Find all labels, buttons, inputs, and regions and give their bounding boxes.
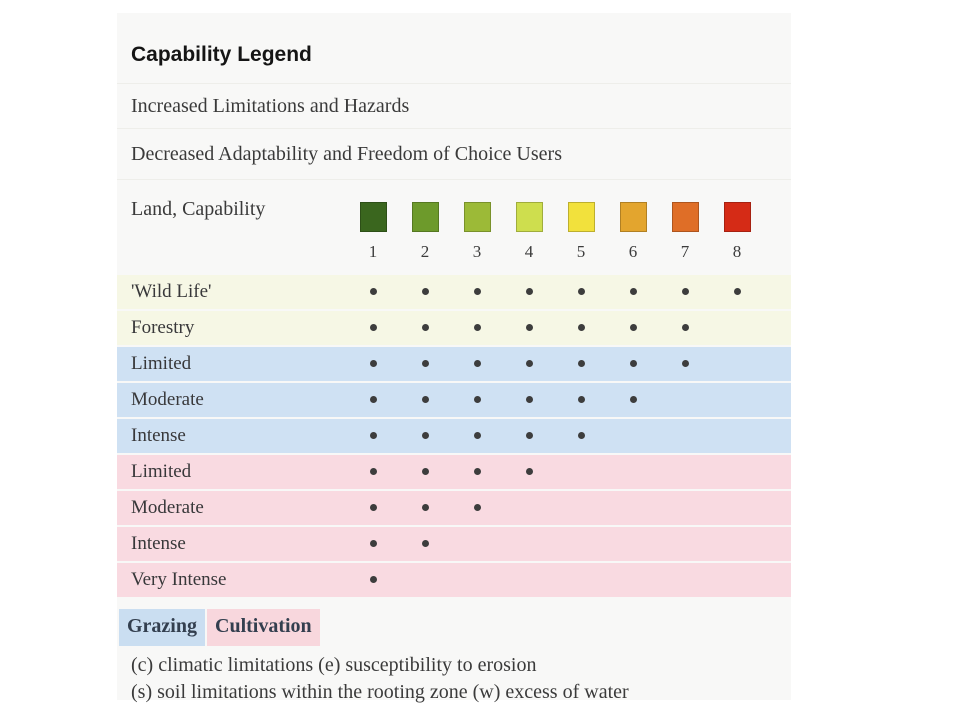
table-row: Moderate — [117, 491, 791, 525]
row-label: 'Wild Life' — [131, 281, 212, 302]
capability-dot — [681, 288, 689, 295]
row-label: Intense — [131, 533, 186, 554]
capability-dot — [421, 432, 429, 439]
footnotes: (c) climatic limitations (e) susceptibil… — [117, 646, 791, 706]
capability-dot — [525, 360, 533, 367]
row-label: Moderate — [131, 497, 204, 518]
capability-dot — [421, 504, 429, 511]
class-number-label: 7 — [680, 242, 690, 261]
capability-dot — [577, 432, 585, 439]
capability-dot — [577, 360, 585, 367]
page-title: Capability Legend — [117, 13, 791, 84]
capability-dot — [369, 468, 377, 475]
capability-dot — [525, 396, 533, 403]
capability-dot — [629, 288, 637, 295]
group-legend: Grazing Cultivation — [117, 609, 791, 646]
class-number-label: 2 — [420, 242, 430, 261]
capability-dot — [525, 468, 533, 475]
capability-dot — [369, 288, 377, 295]
capability-scale-row: Land, Capability 1 2 3 4 5 6 7 8 — [117, 180, 791, 275]
capability-dot — [525, 324, 533, 331]
class-color-swatch — [723, 202, 751, 232]
class-color-swatch — [411, 202, 439, 232]
subtitle-increased-limitations: Increased Limitations and Hazards — [117, 84, 791, 129]
table-row: Intense — [117, 527, 791, 561]
capability-class-column: 6 — [607, 202, 659, 262]
class-number-label: 1 — [368, 242, 378, 261]
table-row: Intense — [117, 419, 791, 453]
class-color-swatch — [463, 202, 491, 232]
capability-dot — [681, 360, 689, 367]
table-row: 'Wild Life' — [117, 275, 791, 309]
capability-dot — [473, 504, 481, 511]
capability-dot — [421, 288, 429, 295]
capability-dot — [733, 288, 741, 295]
cultivation-legend-badge: Cultivation — [207, 609, 320, 646]
capability-class-column: 8 — [711, 202, 763, 262]
capability-dot — [629, 324, 637, 331]
capability-class-column: 4 — [503, 202, 555, 262]
capability-class-column: 3 — [451, 202, 503, 262]
capability-dot — [473, 468, 481, 475]
capability-dot — [369, 396, 377, 403]
capability-dot — [421, 540, 429, 547]
capability-legend-panel: Capability Legend Increased Limitations … — [117, 13, 791, 703]
capability-dot — [421, 324, 429, 331]
capability-dot — [421, 396, 429, 403]
capability-class-column: 2 — [399, 202, 451, 262]
grazing-legend-badge: Grazing — [119, 609, 205, 646]
capability-dot — [629, 360, 637, 367]
class-number-label: 5 — [576, 242, 586, 261]
capability-dot — [473, 288, 481, 295]
capability-dot — [421, 468, 429, 475]
capability-dot — [577, 288, 585, 295]
table-row: Moderate — [117, 383, 791, 417]
class-number-label: 4 — [524, 242, 534, 261]
row-label: Limited — [131, 461, 192, 482]
capability-dot — [577, 324, 585, 331]
capability-dot — [369, 504, 377, 511]
table-row: Limited — [117, 455, 791, 489]
capability-dot — [369, 324, 377, 331]
capability-class-column: 5 — [555, 202, 607, 262]
capability-dot — [421, 360, 429, 367]
class-color-swatch — [567, 202, 595, 232]
capability-dot — [369, 432, 377, 439]
class-number-label: 8 — [732, 242, 742, 261]
scale-label: Land, Capability — [131, 198, 266, 220]
capability-class-column: 7 — [659, 202, 711, 262]
class-color-swatch — [515, 202, 543, 232]
row-label: Intense — [131, 425, 186, 446]
capability-dot — [369, 540, 377, 547]
capability-dot — [681, 324, 689, 331]
capability-dot — [473, 324, 481, 331]
capability-dot — [525, 432, 533, 439]
capability-dot — [577, 396, 585, 403]
class-color-swatch — [671, 202, 699, 232]
table-row: Forestry — [117, 311, 791, 345]
capability-class-column: 1 — [347, 202, 399, 262]
capability-dot — [629, 396, 637, 403]
capability-dot — [525, 288, 533, 295]
capability-dot — [473, 360, 481, 367]
table-row: Very Intense — [117, 563, 791, 597]
capability-dot — [369, 576, 377, 583]
capability-dot — [473, 432, 481, 439]
capability-table: 'Wild Life' Forestry Limited Moderate Intens… — [117, 275, 791, 597]
row-label: Moderate — [131, 389, 204, 410]
class-color-swatch — [359, 202, 387, 232]
row-label: Very Intense — [131, 569, 227, 590]
footnote-line: (c) climatic limitations (e) susceptibil… — [131, 654, 537, 676]
row-label: Limited — [131, 353, 192, 374]
capability-dot — [473, 396, 481, 403]
capability-dot — [369, 360, 377, 367]
table-row: Limited — [117, 347, 791, 381]
footnote-line: (s) soil limitations within the rooting … — [131, 681, 629, 703]
class-number-label: 6 — [628, 242, 638, 261]
subtitle-decreased-adaptability: Decreased Adaptability and Freedom of Ch… — [117, 129, 791, 180]
class-color-swatch — [619, 202, 647, 232]
row-label: Forestry — [131, 317, 195, 338]
class-number-label: 3 — [472, 242, 482, 261]
